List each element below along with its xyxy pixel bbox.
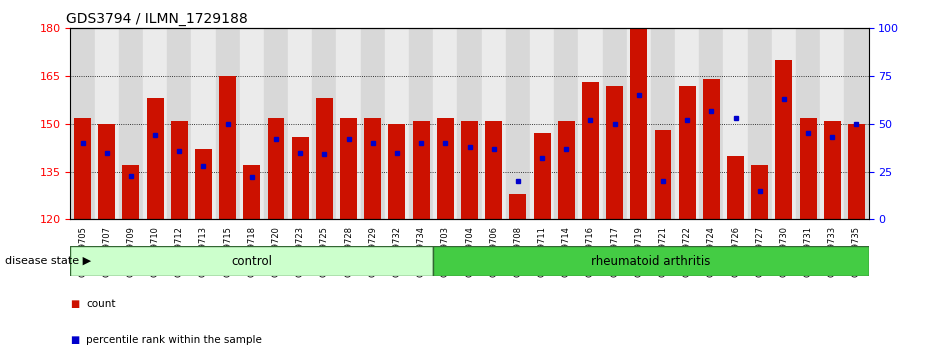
Bar (264, 28, 288, 219)
Bar (119, 28, 143, 219)
Bar (70, 28, 95, 219)
Text: ■: ■ (70, 299, 80, 309)
Bar (626, 28, 651, 219)
Text: control: control (231, 255, 272, 268)
Bar (582, 82, 599, 219)
Bar (776, 60, 793, 219)
Bar (385, 28, 409, 219)
Bar (216, 28, 239, 219)
Bar (192, 28, 216, 219)
Bar (700, 28, 723, 219)
Bar (844, 28, 869, 219)
Bar (554, 28, 578, 219)
Bar (506, 28, 530, 219)
Bar (482, 28, 506, 219)
Bar (95, 28, 119, 219)
Text: rheumatoid arthritis: rheumatoid arthritis (592, 255, 711, 268)
Bar (630, 28, 647, 219)
Bar (751, 165, 768, 219)
Bar (433, 246, 869, 276)
Bar (239, 28, 264, 219)
Bar (292, 137, 309, 219)
Bar (457, 28, 482, 219)
Bar (219, 76, 236, 219)
Bar (433, 28, 457, 219)
Bar (195, 149, 212, 219)
Bar (243, 165, 260, 219)
Bar (412, 121, 430, 219)
Text: ■: ■ (70, 335, 80, 345)
Bar (340, 118, 357, 219)
Bar (146, 98, 163, 219)
Text: percentile rank within the sample: percentile rank within the sample (86, 335, 262, 345)
Bar (578, 28, 603, 219)
Bar (679, 86, 696, 219)
Bar (485, 121, 502, 219)
Bar (530, 28, 554, 219)
Bar (607, 86, 623, 219)
Bar (558, 121, 575, 219)
Bar (70, 246, 433, 276)
Bar (824, 121, 840, 219)
Bar (167, 28, 192, 219)
Bar (389, 124, 406, 219)
Bar (74, 118, 91, 219)
Bar (288, 28, 313, 219)
Bar (723, 28, 747, 219)
Bar (654, 130, 671, 219)
Bar (772, 28, 796, 219)
Bar (533, 133, 550, 219)
Bar (437, 118, 454, 219)
Bar (848, 124, 865, 219)
Bar (143, 28, 167, 219)
Bar (122, 165, 139, 219)
Bar (364, 118, 381, 219)
Bar (409, 28, 433, 219)
Bar (800, 118, 817, 219)
Bar (703, 79, 720, 219)
Bar (603, 28, 626, 219)
Bar (747, 28, 772, 219)
Bar (171, 121, 188, 219)
Bar (336, 28, 361, 219)
Bar (313, 28, 336, 219)
Bar (316, 98, 332, 219)
Bar (461, 121, 478, 219)
Text: count: count (86, 299, 115, 309)
Bar (268, 118, 285, 219)
Bar (510, 194, 527, 219)
Bar (99, 124, 115, 219)
Bar (675, 28, 700, 219)
Bar (727, 156, 744, 219)
Bar (820, 28, 844, 219)
Bar (361, 28, 385, 219)
Bar (796, 28, 820, 219)
Text: disease state ▶: disease state ▶ (5, 255, 91, 265)
Bar (651, 28, 675, 219)
Text: GDS3794 / ILMN_1729188: GDS3794 / ILMN_1729188 (67, 12, 248, 26)
